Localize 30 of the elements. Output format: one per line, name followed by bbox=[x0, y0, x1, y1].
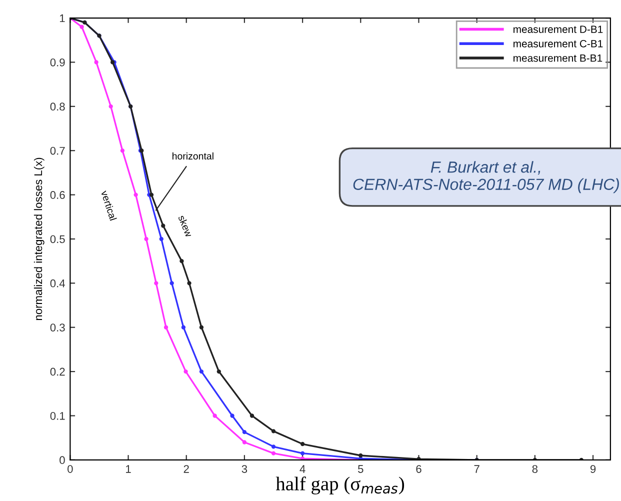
x-tick-label: 0 bbox=[68, 465, 73, 473]
annotation: F. Burkart et al., CERN-ATS-Note-2011-057 MD (LHC) bbox=[353, 161, 619, 194]
x-tick-label: 7 bbox=[474, 465, 480, 473]
annotation: horizontal bbox=[172, 152, 214, 160]
legend-label: measurement B-B1 bbox=[514, 54, 602, 62]
x-tick-label: 3 bbox=[242, 465, 248, 473]
y-tick-label: 0.1 bbox=[50, 412, 65, 420]
legend-label: measurement D-B1 bbox=[514, 26, 603, 33]
x-tick-label: 9 bbox=[590, 465, 596, 473]
y-tick-label: 1 bbox=[60, 14, 65, 22]
annotation: skew bbox=[178, 214, 193, 238]
x-tick-label: 2 bbox=[184, 465, 189, 473]
x-tick-label: 8 bbox=[532, 465, 538, 473]
y-tick-label: 0.5 bbox=[50, 235, 65, 244]
x-tick-label: 6 bbox=[416, 465, 422, 473]
y-tick-label: 0.3 bbox=[50, 324, 65, 332]
y-tick-label: 0.2 bbox=[50, 368, 65, 376]
y-axis-title: normalized integrated losses L(x) bbox=[34, 158, 44, 320]
legend-label: measurement C-B1 bbox=[514, 40, 603, 48]
y-tick-label: 0.9 bbox=[50, 58, 65, 66]
x-axis-title: half gap (σ$_{meas}$) bbox=[276, 476, 404, 494]
y-tick-label: 0.7 bbox=[50, 146, 65, 155]
y-tick-label: 0.8 bbox=[50, 102, 65, 111]
y-tick-label: 0.6 bbox=[50, 191, 65, 199]
y-tick-label: 0 bbox=[60, 456, 65, 464]
x-tick-label: 1 bbox=[126, 465, 131, 473]
y-tick-label: 0.4 bbox=[50, 279, 65, 288]
x-tick-label: 5 bbox=[358, 465, 364, 473]
x-tick-label: 4 bbox=[300, 465, 306, 473]
annotation: vertical bbox=[100, 190, 117, 221]
